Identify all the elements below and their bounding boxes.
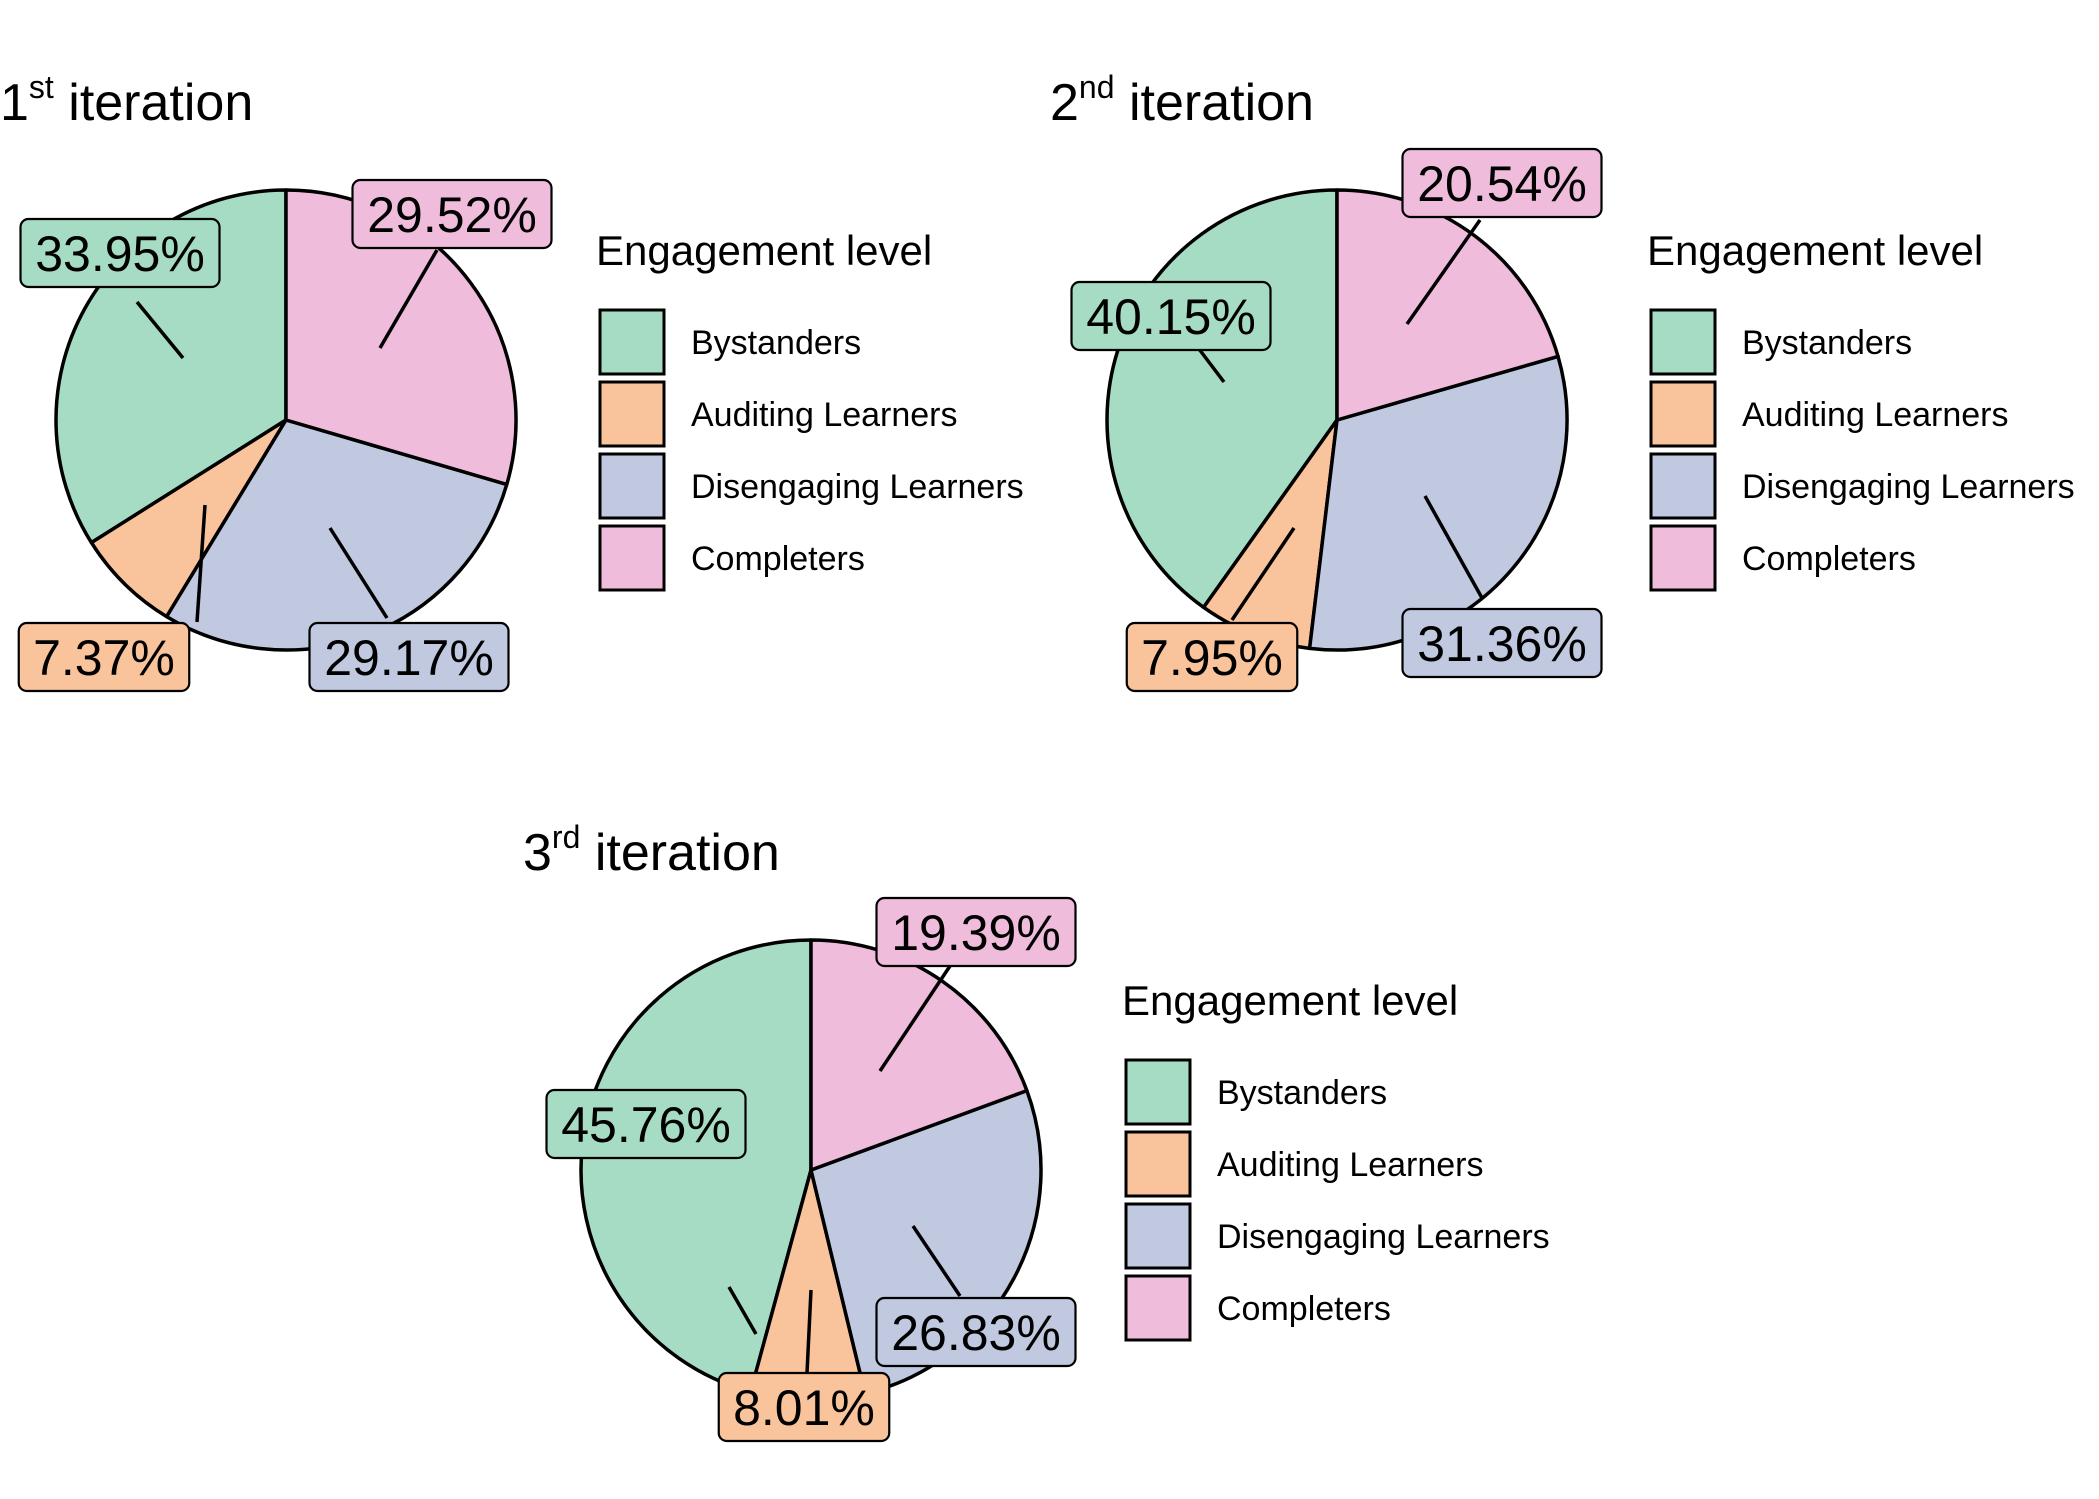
legend: Engagement level Bystanders Auditing Learn… [1122,977,1550,1342]
data-label-box-disengaging-learners [308,621,510,693]
data-labels: 40.15% 7.95% 31.36% 20.54% [1070,147,1603,693]
leader-line-auditing-learners [805,1289,813,1374]
pie-slice-completers [1335,188,1560,422]
legend-key-bystanders [1649,308,1717,376]
legend-key-completers [1124,1274,1192,1342]
legend-key-completers [598,524,666,592]
data-label-box-completers [351,178,553,250]
legend-label-auditing-learners: Auditing Learners [691,396,958,434]
data-label-disengaging-learners: 31.36% [1417,616,1587,672]
legend-key-bystanders [598,308,666,376]
leader-line-completers [878,959,956,1072]
data-label-box-completers [1401,147,1603,219]
data-label-completers: 20.54% [1417,156,1587,212]
leader-lines [1194,218,1484,621]
legend-label-completers: Completers [1742,540,1916,578]
leader-line-bystanders [1194,343,1226,384]
pie-slice-completers [284,188,518,487]
legend-key-completers [1649,524,1717,592]
chart-title: 2nd iteration [1050,69,1314,132]
legend-label-auditing-learners: Auditing Learners [1217,1146,1484,1184]
chart-title-text: iteration [54,74,253,132]
chart-title-suffix: nd [1079,69,1115,105]
leader-line-auditing-learners [195,504,207,623]
data-label-box-auditing-learners [17,621,191,693]
data-label-bystanders: 40.15% [1086,289,1256,345]
data-label-bystanders: 45.76% [561,1097,731,1153]
legend-key-disengaging-learners [598,452,666,520]
legend-key-disengaging-learners [1124,1202,1192,1270]
legend: Engagement level Bystanders Auditing Learn… [596,227,1024,592]
leader-line-disengaging-learners [328,527,389,619]
pie-chart-iteration-1: 1st iteration 33.95% 7.37% 29.17% 29.52% Enga… [0,69,1024,693]
leader-line-completers [1405,218,1482,326]
chart-title: 1st iteration [0,69,253,132]
data-label-box-bystanders [545,1088,747,1160]
legend-label-bystanders: Bystanders [691,324,861,362]
data-label-completers: 19.39% [891,905,1061,961]
legend-key-auditing-learners [1124,1130,1192,1198]
leader-line-bystanders [727,1286,758,1335]
legend-label-bystanders: Bystanders [1217,1074,1387,1112]
data-label-box-disengaging-learners [875,1296,1077,1368]
legend-title: Engagement level [1122,977,1458,1024]
chart-title: 3rd iteration [523,819,780,882]
legend-label-completers: Completers [1217,1290,1391,1328]
legend-title: Engagement level [1647,227,1983,274]
leader-line-completers [378,249,439,349]
pie-slices [1105,188,1569,652]
legend-label-bystanders: Bystanders [1742,324,1912,362]
data-label-auditing-learners: 8.01% [733,1380,875,1436]
data-label-box-auditing-learners [717,1371,891,1443]
pie-chart-iteration-2: 2nd iteration 40.15% 7.95% 31.36% 20.54% Enga… [1050,69,2075,693]
chart-title-text: iteration [1115,74,1314,132]
pie-slice-auditing-learners [89,418,288,619]
legend-title: Engagement level [596,227,932,274]
data-label-box-disengaging-learners [1401,607,1603,679]
chart-title-suffix: rd [552,819,580,855]
pie-chart-iteration-3: 3rd iteration 45.76% 8.01% 26.83% 19.39% Enga… [523,819,1550,1443]
data-label-box-auditing-learners [1125,621,1299,693]
leader-line-disengaging-learners [911,1225,962,1297]
chart-title-number: 2 [1050,74,1079,132]
leader-line-auditing-learners [1230,527,1296,621]
chart-title-suffix: st [29,69,54,105]
legend-label-auditing-learners: Auditing Learners [1742,396,2009,434]
leader-line-bystanders [135,300,185,360]
legend-label-completers: Completers [691,540,865,578]
data-label-auditing-learners: 7.95% [1141,630,1283,686]
data-label-auditing-learners: 7.37% [33,630,175,686]
chart-title-number: 3 [523,824,552,882]
legend-label-disengaging-learners: Disengaging Learners [1742,468,2075,506]
data-labels: 45.76% 8.01% 26.83% 19.39% [545,896,1077,1443]
legend-label-disengaging-learners: Disengaging Learners [691,468,1024,506]
chart-title-number: 1 [0,74,29,132]
pie-slice-disengaging-learners [1307,354,1569,652]
leader-lines [135,249,439,623]
data-label-completers: 29.52% [367,187,537,243]
legend-label-disengaging-learners: Disengaging Learners [1217,1218,1550,1256]
data-label-disengaging-learners: 29.17% [324,630,494,686]
data-label-bystanders: 33.95% [35,226,205,282]
data-label-box-bystanders [1070,280,1272,352]
pie-slice-completers [809,938,1029,1172]
data-label-disengaging-learners: 26.83% [891,1305,1061,1361]
legend-key-auditing-learners [1649,380,1717,448]
legend-key-auditing-learners [598,380,666,448]
legend-key-disengaging-learners [1649,452,1717,520]
chart-title-text: iteration [580,824,779,882]
leader-line-disengaging-learners [1423,495,1484,599]
legend-key-bystanders [1124,1058,1192,1126]
legend: Engagement level Bystanders Auditing Learn… [1647,227,2075,592]
leader-lines [727,959,962,1374]
data-labels: 33.95% 7.37% 29.17% 29.52% [17,178,553,693]
data-label-box-bystanders [19,217,221,289]
data-label-box-completers [875,896,1077,968]
